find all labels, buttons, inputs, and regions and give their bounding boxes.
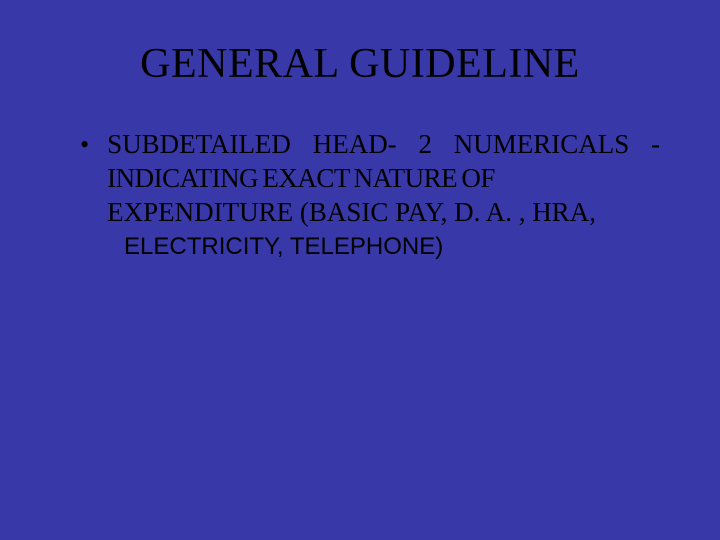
bullet-area: • SUBDETAILED HEAD- 2 NUMERICALS - INDIC…	[60, 128, 660, 263]
bullet-line-3-serif: EXPENDITURE (BASIC PAY, D. A. , HRA	[107, 197, 589, 227]
slide-title: GENERAL GUIDELINE	[60, 40, 660, 88]
bullet-line-3: EXPENDITURE (BASIC PAY, D. A. , HRA,	[107, 196, 660, 230]
bullet-text-block: SUBDETAILED HEAD- 2 NUMERICALS - INDICAT…	[107, 128, 660, 229]
bullet-marker-icon: •	[80, 132, 89, 158]
bullet-item: • SUBDETAILED HEAD- 2 NUMERICALS - INDIC…	[80, 128, 660, 229]
bullet-line-3-comma: ,	[589, 197, 596, 227]
slide-container: GENERAL GUIDELINE • SUBDETAILED HEAD- 2 …	[0, 0, 720, 540]
bullet-line-1: SUBDETAILED HEAD- 2 NUMERICALS -	[107, 128, 660, 162]
bullet-line-2: INDICATING EXACT NATURE OF	[107, 162, 660, 196]
bullet-line-4-sans: ELECTRICITY, TELEPHONE)	[124, 233, 443, 260]
bullet-continuation: ELECTRICITY, TELEPHONE)	[80, 229, 660, 263]
